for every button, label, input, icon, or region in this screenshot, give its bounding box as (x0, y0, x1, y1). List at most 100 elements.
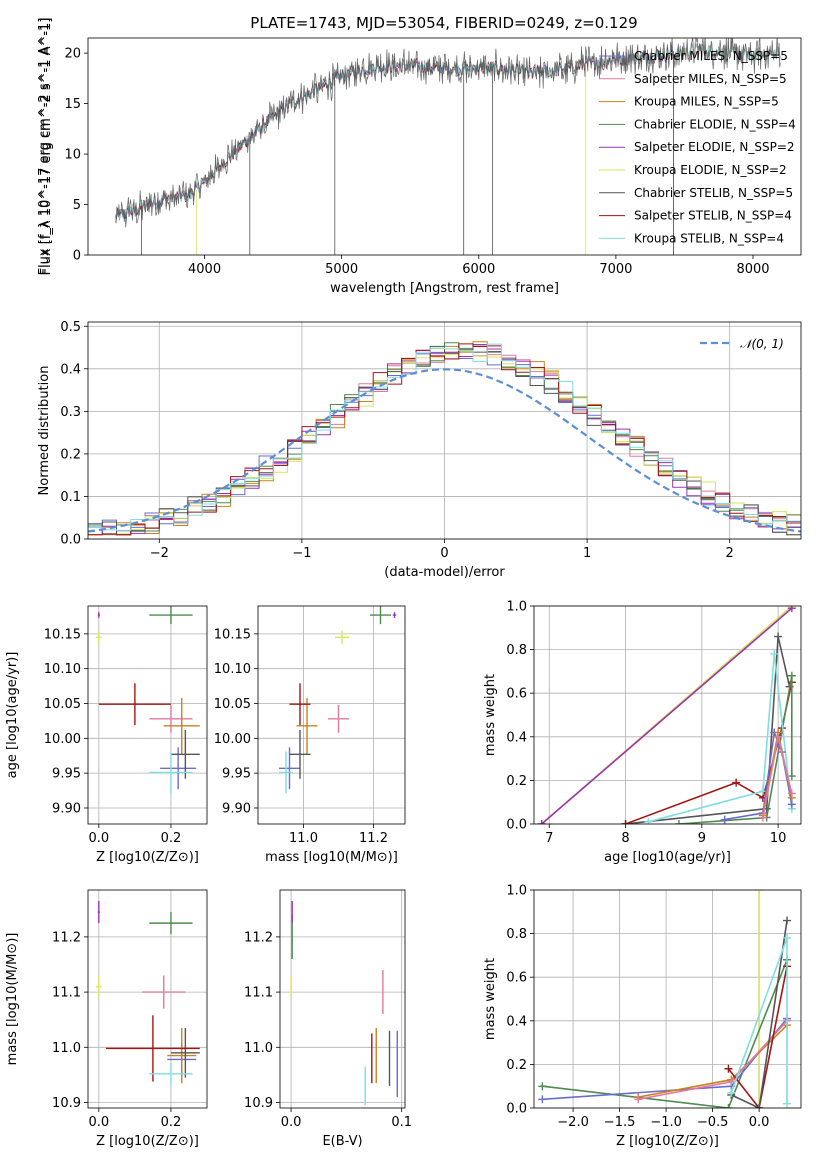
x-tick-label: −1.0 (650, 1115, 682, 1130)
x-axis-label: Z [log10(Z/Z⊙)] (96, 1134, 199, 1149)
plus-marker (644, 817, 653, 824)
plot-area (279, 606, 397, 794)
y-tick-label: 0.8 (506, 643, 527, 658)
y-tick-label: 0 (73, 249, 81, 264)
y-tick-label: 20 (64, 47, 81, 62)
x-tick-label: 2 (726, 546, 734, 561)
y-tick-label: 10 (64, 148, 81, 163)
y-tick-label: 0.3 (60, 405, 81, 420)
mass-weight-line-salpeter-elodie (541, 607, 793, 824)
errorbar-point (167, 1027, 197, 1084)
x-tick-label: 0.0 (88, 831, 109, 846)
y-tick-label: 10.10 (214, 662, 251, 677)
plus-marker (783, 916, 792, 925)
y-tick-label: 0.0 (506, 818, 527, 833)
x-tick-label: 0.2 (161, 831, 182, 846)
y-tick-label: 5 (73, 198, 81, 213)
x-tick-label: 7000 (599, 262, 632, 277)
legend-entry: Salpeter ELODIE, N_SSP=2 (634, 140, 795, 154)
mass-weight-line-chabrier-stelib (730, 920, 788, 1108)
errorbar-point (289, 729, 311, 779)
legend-entry: Kroupa ELODIE, N_SSP=2 (634, 163, 787, 177)
y-tick-label: 9.95 (222, 767, 251, 782)
y-tick-label: 0.0 (60, 533, 81, 548)
plus-marker (755, 1104, 764, 1108)
errorbar-point (149, 1062, 193, 1085)
x-tick-label: 0 (440, 546, 448, 561)
errorbar-point (106, 1015, 200, 1082)
plus-marker (537, 820, 546, 824)
plus-marker (783, 933, 792, 942)
x-tick-label: 1 (583, 546, 591, 561)
y-axis-label: Flux [f_λ 10^-17 erg cm^-2 s^-1 A^-1] (39, 18, 54, 276)
y-tick-label: 0.6 (506, 971, 527, 986)
errorbar-point (149, 606, 193, 625)
axes-frame (87, 37, 802, 256)
plus-marker (724, 1104, 733, 1108)
x-tick-label: 5000 (325, 262, 358, 277)
legend-entry: Chabrier MILES, N_SSP=5 (634, 49, 788, 63)
x-tick-label: −1 (292, 546, 311, 561)
mass-weight-line-chabrier-miles (542, 1018, 788, 1101)
x-axis-label: Z [log10(Z/Z⊙)] (96, 850, 199, 865)
errorbar-point (335, 630, 349, 645)
plus-marker (787, 772, 796, 781)
errorbar-point (296, 697, 318, 754)
y-tick-label: 10.00 (214, 732, 251, 747)
y-tick-label: 10.15 (44, 627, 81, 642)
plot-area (88, 341, 801, 536)
errorbar-point (97, 612, 100, 618)
x-tick-label: −2.0 (557, 1115, 589, 1130)
x-tick-label: 0.0 (281, 1115, 302, 1130)
y-tick-label: 0.4 (506, 1014, 527, 1029)
x-tick-label: 10 (770, 831, 787, 846)
mass-weight-line-chabrier-stelib (625, 636, 791, 824)
axes-frame (533, 889, 802, 1109)
spectrum-panel: 4000 5000 6000 7000 8000 0 5 10 15 20 wavelength [… (37, 18, 802, 296)
y-tick-label: 9.90 (222, 801, 251, 816)
plus-marker (634, 1095, 643, 1104)
plus-marker (787, 671, 796, 680)
plus-marker (755, 890, 764, 894)
plus-marker (724, 1064, 733, 1073)
x-axis-label: (data-model)/error (384, 565, 505, 580)
x-tick-label: 0.1 (391, 1115, 412, 1130)
plus-marker (621, 820, 630, 824)
y-tick-label: 0.0 (506, 1102, 527, 1117)
errorbar-point (170, 729, 200, 779)
errorbar-point (170, 1027, 200, 1078)
y-tick-label: 0.4 (506, 730, 527, 745)
axes-frame (533, 605, 802, 825)
x-tick-label: 11.0 (289, 831, 318, 846)
y-axis-label: mass [log10(M/M⊙)] (5, 933, 20, 1066)
errorbar-point (328, 704, 349, 733)
y-tick-label: 11.2 (244, 930, 273, 945)
histogram-kroupa-stelib (88, 343, 801, 536)
errorbar-point (97, 901, 100, 924)
y-tick-label: 10.9 (244, 1096, 273, 1111)
errorbar-point (149, 912, 193, 935)
mass-weight-line-salpeter-stelib (727, 966, 788, 1108)
y-tick-label: 0.2 (506, 1058, 527, 1073)
spectrum-legend: Chabrier MILES, N_SSP=5 Salpeter MILES, N… (599, 49, 796, 245)
errorbar-point (289, 683, 311, 726)
y-axis-label: age [log10(age/yr)] (5, 652, 20, 779)
y-tick-label: 10.10 (44, 662, 81, 677)
errorbar-point (95, 630, 102, 645)
axes-frame (257, 605, 406, 825)
plus-marker (727, 1088, 736, 1097)
errorbar-point (370, 606, 391, 625)
plot-area (538, 890, 792, 1108)
y-tick-label: 0.2 (60, 447, 81, 462)
y-tick-label: 0.2 (506, 774, 527, 789)
x-tick-label: 8 (621, 831, 629, 846)
axes-frame (87, 321, 802, 540)
y-tick-label: 1.0 (506, 884, 527, 899)
y-axis-label: Normed distribution (37, 366, 52, 496)
y-tick-label: 9.90 (52, 801, 81, 816)
legend-entry: Chabrier ELODIE, N_SSP=4 (634, 117, 796, 131)
errorbar-point (163, 697, 200, 754)
y-tick-label: 11.0 (52, 1041, 81, 1056)
histogram-legend: 𝒩(0, 1) (700, 337, 784, 351)
y-tick-label: 0.5 (60, 320, 81, 335)
